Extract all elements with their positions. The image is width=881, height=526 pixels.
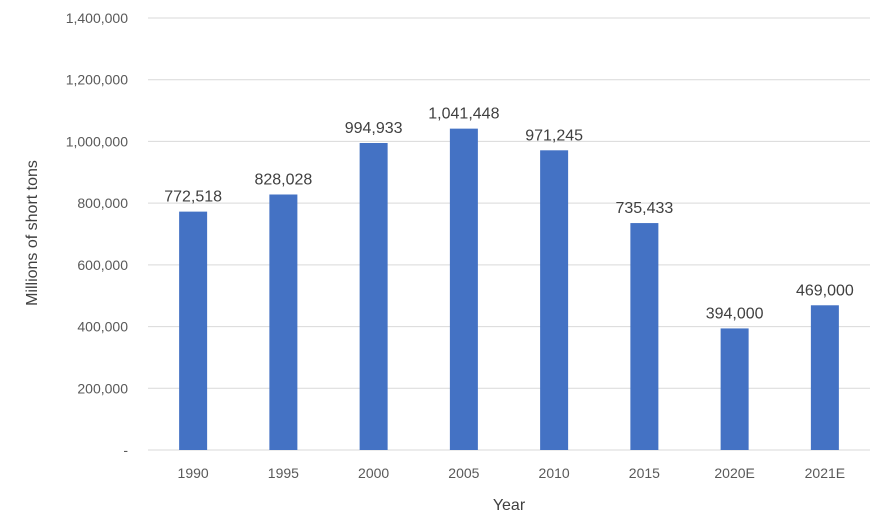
data-label: 469,000: [796, 282, 854, 299]
y-tick-label: 600,000: [77, 257, 128, 273]
bar: [630, 223, 659, 450]
y-tick-label: 200,000: [77, 380, 128, 396]
x-tick-label: 2015: [629, 465, 660, 481]
data-labels: 772,518 828,028 994,933 1,041,448 971,245 735…: [164, 106, 854, 323]
y-tick-label: 400,000: [77, 319, 128, 335]
data-label: 735,433: [615, 200, 673, 217]
x-tick-label: 2010: [539, 465, 570, 481]
bar: [449, 128, 478, 450]
bar: [810, 305, 839, 450]
x-tick-label: 2020E: [714, 465, 754, 481]
bar: [359, 142, 388, 450]
bar: [179, 211, 208, 450]
y-tick-label: -: [123, 442, 128, 458]
y-tick-label: 1,200,000: [66, 72, 128, 88]
bar: [269, 194, 298, 450]
data-label: 994,933: [345, 120, 403, 137]
data-label: 828,028: [254, 171, 312, 188]
gridlines: [148, 17, 870, 451]
x-tick-label: 1990: [178, 465, 209, 481]
bar: [720, 328, 749, 450]
y-tick-label: 1,400,000: [66, 10, 128, 26]
bars: [179, 128, 839, 450]
bar: [540, 150, 569, 450]
x-tick-label: 2021E: [805, 465, 845, 481]
y-axis-tick-labels: - 200,000 400,000 600,000 800,000 1,000,000 1,…: [66, 10, 129, 458]
data-label: 1,041,448: [428, 106, 499, 123]
data-label: 394,000: [706, 305, 764, 322]
x-axis-title: Year: [493, 497, 526, 514]
data-label: 971,245: [525, 127, 583, 144]
y-axis-title: Millions of short tons: [24, 160, 41, 306]
y-tick-label: 1,000,000: [66, 133, 128, 149]
y-tick-label: 800,000: [77, 195, 128, 211]
x-tick-label: 1995: [268, 465, 299, 481]
data-label: 772,518: [164, 189, 222, 206]
x-tick-label: 2000: [358, 465, 389, 481]
x-axis-tick-labels: 1990 1995 2000 2005 2010 2015 2020E 2021E: [178, 465, 846, 481]
x-tick-label: 2005: [448, 465, 479, 481]
